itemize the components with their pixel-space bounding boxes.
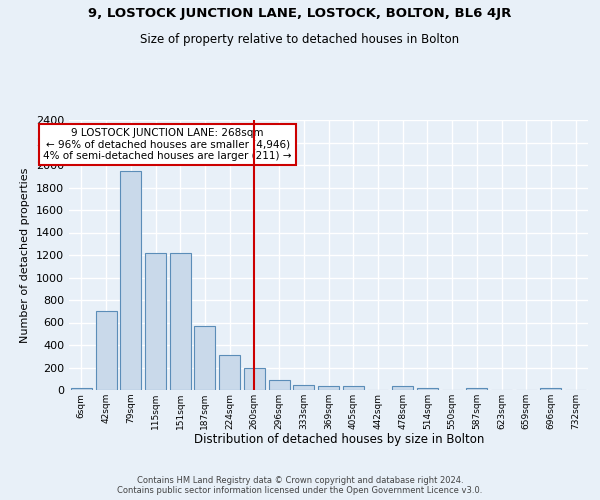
Bar bbox=[318, 386, 339, 390]
Text: Contains HM Land Registry data © Crown copyright and database right 2024.
Contai: Contains HM Land Registry data © Crown c… bbox=[118, 476, 482, 495]
Bar bbox=[194, 326, 215, 390]
Bar bbox=[293, 385, 314, 390]
Bar bbox=[71, 388, 92, 390]
Bar bbox=[219, 355, 240, 390]
Y-axis label: Number of detached properties: Number of detached properties bbox=[20, 168, 31, 342]
Text: 9 LOSTOCK JUNCTION LANE: 268sqm
← 96% of detached houses are smaller (4,946)
4% : 9 LOSTOCK JUNCTION LANE: 268sqm ← 96% of… bbox=[43, 128, 292, 162]
Text: Distribution of detached houses by size in Bolton: Distribution of detached houses by size … bbox=[194, 432, 484, 446]
Bar bbox=[120, 170, 141, 390]
Text: 9, LOSTOCK JUNCTION LANE, LOSTOCK, BOLTON, BL6 4JR: 9, LOSTOCK JUNCTION LANE, LOSTOCK, BOLTO… bbox=[88, 8, 512, 20]
Bar bbox=[145, 253, 166, 390]
Text: Size of property relative to detached houses in Bolton: Size of property relative to detached ho… bbox=[140, 32, 460, 46]
Bar bbox=[541, 388, 562, 390]
Bar bbox=[466, 388, 487, 390]
Bar bbox=[269, 380, 290, 390]
Bar bbox=[95, 311, 116, 390]
Bar bbox=[392, 386, 413, 390]
Bar bbox=[343, 386, 364, 390]
Bar bbox=[170, 253, 191, 390]
Bar bbox=[417, 388, 438, 390]
Bar bbox=[244, 368, 265, 390]
